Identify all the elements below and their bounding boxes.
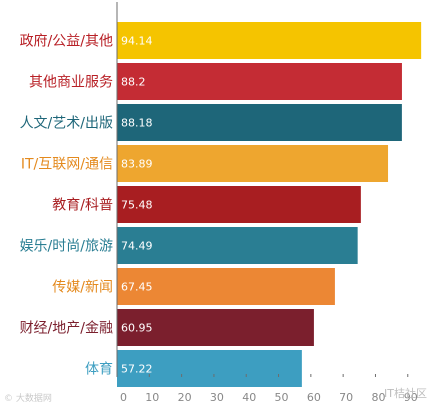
category-label-9: 体育: [85, 362, 113, 378]
bar-6: [117, 227, 358, 264]
bar-8: [117, 309, 314, 346]
category-label-8: 财经/地产/金融: [20, 321, 113, 337]
x-tick-label-9: 80: [371, 391, 385, 404]
x-tick-label-8: 70: [339, 391, 353, 404]
x-tick-label-5: 40: [242, 391, 256, 404]
bar-5: [117, 186, 361, 223]
data-label-6: 74.49: [121, 240, 153, 253]
bar-3: [117, 104, 402, 141]
category-label-3: 人文/艺术/出版: [20, 116, 113, 132]
x-tick-label-4: 30: [210, 391, 224, 404]
x-tick-label-10: 90: [404, 391, 418, 404]
data-label-8: 60.95: [121, 322, 153, 335]
x-tick-label-2: 10: [145, 391, 159, 404]
bar-7: [117, 268, 335, 305]
x-tick-label-6: 50: [275, 391, 289, 404]
data-label-4: 83.89: [121, 158, 153, 171]
x-tick-label-1: 0: [120, 391, 127, 404]
x-axis-layer: 0 10 20 30 40 50 60 70 80 90: [116, 2, 418, 404]
bar-9: [117, 350, 302, 387]
watermark-left: © 大数据网: [4, 394, 52, 404]
data-label-5: 75.48: [121, 199, 153, 212]
x-tick-label-3: 20: [178, 391, 192, 404]
bar-4: [117, 145, 389, 182]
data-label-1: 94.14: [121, 35, 153, 48]
watermark-right: IT桔社区: [384, 387, 427, 400]
data-label-7: 67.45: [121, 281, 153, 294]
category-label-4: IT/互联网/通信: [21, 157, 113, 173]
data-label-3: 88.18: [121, 117, 153, 130]
bar-1: [117, 22, 422, 59]
x-tick-label-7: 60: [307, 391, 321, 404]
data-label-9: 57.22: [121, 363, 153, 376]
bars-layer: 94.14 88.2 88.18 83.89 75.48 74.49 67.45 60.95 5…: [117, 22, 422, 387]
data-label-2: 88.2: [121, 76, 146, 89]
category-label-5: 教育/科普: [52, 198, 113, 214]
bar-2: [117, 63, 402, 100]
category-label-6: 娱乐/时尚/旅游: [20, 239, 113, 255]
category-label-7: 传媒/新闻: [52, 280, 113, 296]
category-label-1: 政府/公益/其他: [20, 34, 113, 50]
category-label-2: 其他商业服务: [29, 75, 113, 91]
